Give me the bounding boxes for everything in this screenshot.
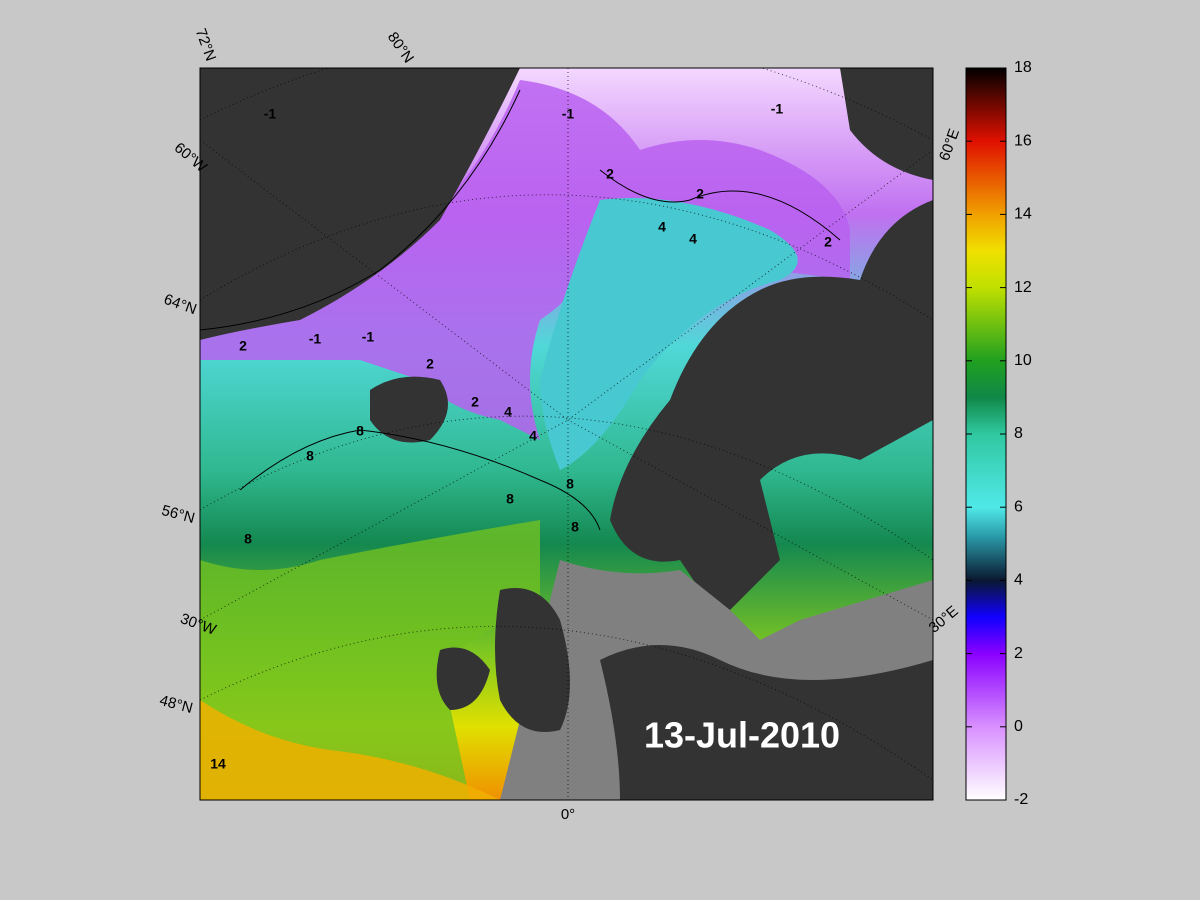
- land: [200, 68, 520, 340]
- cold-water: [200, 80, 850, 440]
- contour-label: 2: [426, 356, 434, 372]
- warm-water: [540, 198, 798, 470]
- colorbar-tick-label: 18: [1014, 59, 1032, 76]
- colorbar-tick-label: 16: [1014, 132, 1032, 149]
- contour-label: -1: [309, 331, 322, 347]
- parallel: [200, 415, 933, 561]
- graticule-label: 60°E: [936, 127, 963, 164]
- contour-label: 8: [356, 423, 364, 439]
- parallel: [200, 194, 933, 321]
- colorbar-tick-label: 6: [1014, 498, 1023, 515]
- contour-label: 2: [606, 166, 614, 182]
- contour-label: 8: [566, 476, 574, 492]
- date-label: 13-Jul-2010: [644, 715, 840, 756]
- land: [436, 647, 490, 710]
- map-frame: [199, 67, 934, 801]
- graticule-label: 48°N: [158, 692, 195, 717]
- contour: [200, 89, 521, 331]
- contour-label: 8: [506, 491, 514, 507]
- colorbar-tick-label: -2: [1014, 791, 1028, 808]
- contour-label: 8: [244, 531, 252, 547]
- contour-label: 8: [571, 519, 579, 535]
- contour-label: 2: [239, 338, 247, 354]
- contour-label: 4: [529, 428, 537, 444]
- contour-label: -1: [562, 106, 575, 122]
- colorbar-tick-label: 4: [1014, 572, 1023, 589]
- map: [200, 68, 933, 800]
- land: [600, 645, 933, 800]
- colorbar-tick-label: 2: [1014, 645, 1023, 662]
- colorbar-tick-label: 12: [1014, 279, 1032, 296]
- graticule-label: 72°N: [192, 26, 219, 63]
- contour-label: 4: [658, 219, 666, 235]
- contour-label: 2: [824, 234, 832, 250]
- contour-label: 4: [504, 404, 512, 420]
- parallel: [200, 625, 933, 781]
- contour-label: -1: [264, 106, 277, 122]
- contour-label: -1: [771, 101, 784, 117]
- graticule-label: 80°N: [384, 29, 417, 66]
- land: [370, 376, 448, 443]
- contour: [599, 169, 841, 241]
- graticule-label: 0°: [561, 806, 575, 823]
- meridian: [567, 419, 933, 621]
- land: [610, 200, 933, 620]
- warm-water: [200, 700, 500, 800]
- graticule-label: 56°N: [160, 502, 197, 527]
- land: [495, 588, 570, 732]
- colorbar-tick-label: 8: [1014, 425, 1023, 442]
- colorbar: [965, 67, 1007, 801]
- contour-label: 14: [210, 756, 226, 772]
- contour-label: 2: [471, 394, 479, 410]
- warm-water: [200, 520, 540, 800]
- parallel: [200, 68, 933, 141]
- contour: [239, 429, 601, 531]
- graticule-label: 64°N: [162, 291, 199, 318]
- contour-label: 2: [696, 186, 704, 202]
- contour-label: -1: [362, 329, 375, 345]
- colorbar-tick-label: 14: [1014, 206, 1032, 223]
- colorbar-tick-label: 0: [1014, 718, 1023, 735]
- land: [840, 68, 933, 180]
- contour-label: 4: [689, 231, 697, 247]
- colorbar-tick-label: 10: [1014, 352, 1032, 369]
- contour-label: 8: [306, 448, 314, 464]
